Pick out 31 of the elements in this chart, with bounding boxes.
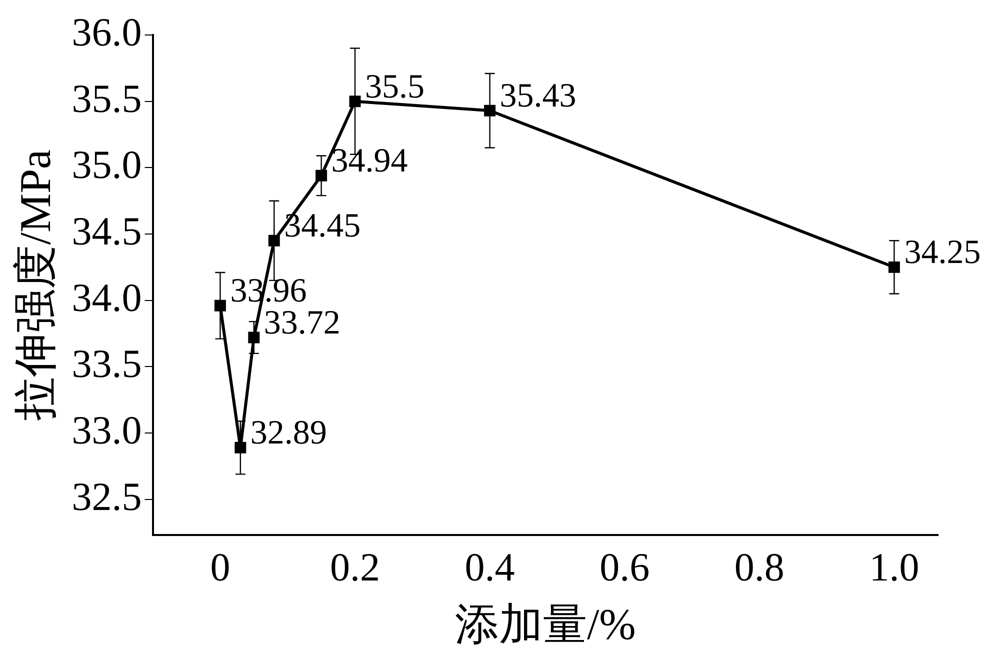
x-tick-label: 0.2 bbox=[330, 544, 380, 590]
point bbox=[214, 300, 226, 312]
x-tick-label: 0 bbox=[210, 544, 230, 590]
x-tick-label: 0.6 bbox=[600, 544, 650, 590]
point bbox=[248, 332, 260, 344]
data-label: 35.5 bbox=[364, 68, 424, 106]
x-axis-title: 添加量/% bbox=[454, 600, 636, 650]
y-tick-label: 32.5 bbox=[72, 474, 142, 519]
y-tick-label: 36.0 bbox=[72, 10, 142, 54]
point bbox=[888, 261, 900, 273]
x-tick-label: 0.4 bbox=[464, 544, 515, 590]
point bbox=[234, 442, 246, 454]
data-label: 32.89 bbox=[250, 414, 327, 452]
data-label: 33.72 bbox=[264, 304, 340, 342]
point bbox=[349, 96, 361, 108]
y-tick-label: 34.0 bbox=[72, 274, 142, 320]
x-tick-label: 0.8 bbox=[734, 544, 784, 590]
point bbox=[484, 104, 496, 116]
point bbox=[316, 170, 328, 182]
x-tick-label: 1.0 bbox=[869, 544, 920, 590]
data-label: 34.25 bbox=[904, 234, 981, 272]
y-axis-title: 拉伸强度/MPa bbox=[10, 149, 60, 421]
point bbox=[268, 234, 280, 246]
y-tick-label: 35.5 bbox=[72, 76, 142, 121]
y-tick-label: 34.5 bbox=[72, 208, 142, 254]
data-label: 35.43 bbox=[500, 78, 576, 115]
y-tick-label: 33.5 bbox=[72, 341, 142, 386]
data-label: 34.45 bbox=[284, 208, 361, 245]
y-tick-label: 33.0 bbox=[72, 408, 142, 453]
y-tick-label: 35.0 bbox=[72, 142, 142, 188]
data-label: 34.94 bbox=[331, 142, 408, 180]
